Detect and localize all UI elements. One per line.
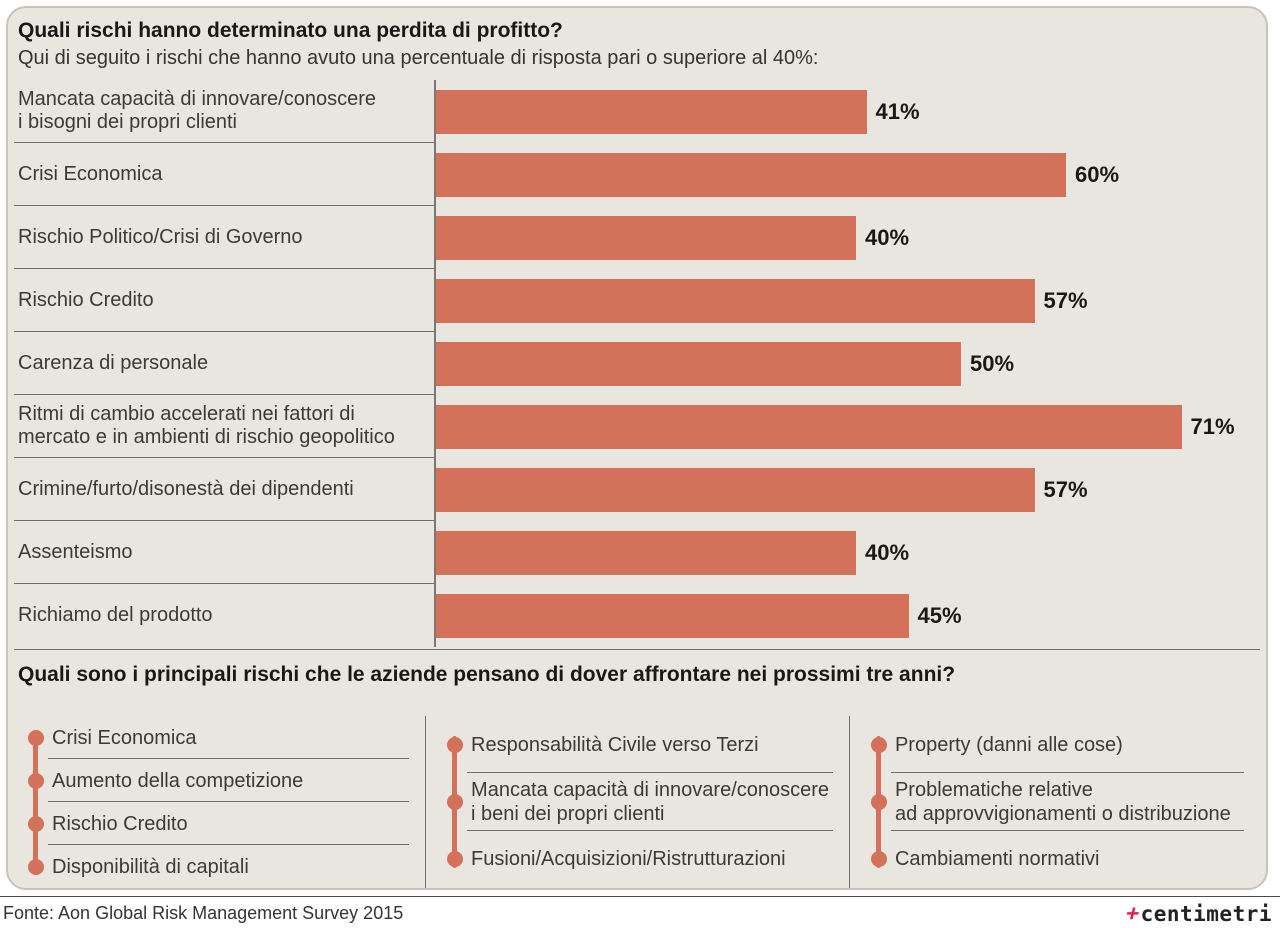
infographic-card: Quali rischi hanno determinato una perdi… xyxy=(6,6,1268,890)
bullet-dot-icon xyxy=(447,851,464,868)
section1-subtitle: Qui di seguito i rischi che hanno avuto … xyxy=(18,47,819,69)
chart-row: Rischio Politico/Crisi di Governo 40% xyxy=(14,206,1260,269)
bar-value-label: 71% xyxy=(1190,413,1235,439)
risk-column-3: Property (danni alle cose) Problematiche … xyxy=(848,716,1260,888)
row-label: Carenza di personale xyxy=(14,332,434,395)
bar xyxy=(436,530,856,575)
bar-value-label: 57% xyxy=(1043,287,1088,313)
bar xyxy=(436,467,1035,512)
risk-item-label: Problematiche relative ad approvvigionam… xyxy=(894,778,1231,825)
risk-item: Property (danni alle cose) xyxy=(850,716,1254,774)
risk-item-label: Fusioni/Acquisizioni/Ristrutturazioni xyxy=(471,848,786,871)
bar xyxy=(436,404,1182,449)
section2-title: Quali sono i principali rischi che le az… xyxy=(18,663,956,686)
chart-row: Ritmi di cambio accelerati nei fattori d… xyxy=(14,395,1260,458)
row-label: Assenteismo xyxy=(14,521,434,584)
chart-row: Assenteismo 40% xyxy=(14,521,1260,584)
chart-row: Crimine/furto/disonestà dei dipendenti 57… xyxy=(14,458,1260,521)
row-label: Rischio Credito xyxy=(14,269,434,332)
bar-value-label: 57% xyxy=(1043,476,1088,502)
row-bar-area: 71% xyxy=(434,395,1260,458)
risk-item: Cambiamenti normativi xyxy=(850,831,1254,888)
row-label: Crimine/furto/disonestà dei dipendenti xyxy=(14,458,434,521)
risk-item-label: Property (danni alle cose) xyxy=(894,733,1123,756)
source-text: Fonte: Aon Global Risk Management Survey… xyxy=(3,903,404,923)
row-label: Richiamo del prodotto xyxy=(18,604,213,626)
bar xyxy=(436,341,961,386)
bar-value-label: 40% xyxy=(865,224,910,250)
bullet-dot-icon xyxy=(28,772,44,789)
bullet-dot-icon xyxy=(28,815,44,832)
chart-row: Richiamo del prodotto 45% xyxy=(14,584,1260,647)
risk-item: Fusioni/Acquisizioni/Ristrutturazioni xyxy=(426,831,843,888)
bar xyxy=(436,215,856,260)
bar xyxy=(436,89,867,134)
bullet-dot-icon xyxy=(447,736,464,753)
bullet-dot-icon xyxy=(28,858,44,875)
row-bar-area: 40% xyxy=(434,206,1260,269)
risk-column-1: Crisi Economica Aumento della competizion… xyxy=(14,716,425,888)
row-bar-area: 41% xyxy=(434,80,1260,143)
bullet-dot-icon xyxy=(870,851,887,868)
future-risk-columns: Crisi Economica Aumento della competizion… xyxy=(14,716,1260,888)
bullet-dot-icon xyxy=(870,793,887,810)
risk-item-label: Cambiamenti normativi xyxy=(894,848,1100,871)
risk-item: Aumento della competizione xyxy=(14,759,419,802)
risk-item: Crisi Economica xyxy=(14,716,419,759)
bar xyxy=(436,593,909,638)
risk-item-label: Responsabilità Civile verso Terzi xyxy=(471,733,759,756)
bullet-dot-icon xyxy=(447,793,464,810)
row-bar-area: 50% xyxy=(434,332,1260,395)
bullet-dot-icon xyxy=(870,736,887,753)
row-label: Mancata capacità di innovare/conoscere i… xyxy=(14,80,434,143)
bar xyxy=(436,152,1066,197)
row-label: Ritmi di cambio accelerati nei fattori d… xyxy=(14,395,434,458)
row-bar-area: 57% xyxy=(434,458,1260,521)
centimetri-logo: + centimetri xyxy=(1123,900,1272,927)
bar-value-label: 50% xyxy=(970,350,1015,376)
row-bar-area: 57% xyxy=(434,269,1260,332)
chart-row: Carenza di personale 50% xyxy=(14,332,1260,395)
risk-item: Rischio Credito xyxy=(14,802,419,845)
row-label: Rischio Politico/Crisi di Governo xyxy=(14,206,434,269)
risk-item-label: Mancata capacità di innovare/conoscere i… xyxy=(471,778,830,825)
risk-item: Problematiche relative ad approvvigionam… xyxy=(850,773,1254,831)
connector-rail xyxy=(33,736,38,868)
chart-row: Rischio Credito 57% xyxy=(14,269,1260,332)
risk-item-label: Rischio Credito xyxy=(52,812,188,835)
row-bar-area: 45% xyxy=(434,584,1260,647)
section1-title: Quali rischi hanno determinato una perdi… xyxy=(18,19,563,42)
risk-item: Mancata capacità di innovare/conoscere i… xyxy=(426,773,843,831)
bar xyxy=(436,278,1035,323)
chart-row: Crisi Economica 60% xyxy=(14,143,1260,206)
row-bar-area: 40% xyxy=(434,521,1260,584)
chart-row: Mancata capacità di innovare/conoscere i… xyxy=(14,80,1260,143)
risk-item: Disponibilità di capitali xyxy=(14,845,419,888)
bar-value-label: 41% xyxy=(875,98,920,124)
risk-item-label: Crisi Economica xyxy=(52,726,197,749)
footer: Fonte: Aon Global Risk Management Survey… xyxy=(0,896,1280,927)
bar-value-label: 60% xyxy=(1075,161,1120,187)
bar-value-label: 45% xyxy=(917,602,962,628)
logo-text: centimetri xyxy=(1140,902,1272,926)
risk-item: Responsabilità Civile verso Terzi xyxy=(426,716,843,774)
risk-column-2: Responsabilità Civile verso Terzi Mancata… xyxy=(425,716,849,888)
section2: Quali sono i principali rischi che le az… xyxy=(14,649,1260,888)
risk-item-label: Disponibilità di capitali xyxy=(52,855,249,878)
bar-chart: Mancata capacità di innovare/conoscere i… xyxy=(14,80,1260,647)
row-bar-area: 60% xyxy=(434,143,1260,206)
row-label: Crisi Economica xyxy=(14,143,434,206)
risk-item-label: Aumento della competizione xyxy=(52,769,304,792)
bullet-dot-icon xyxy=(28,729,44,746)
bar-value-label: 40% xyxy=(865,539,910,565)
